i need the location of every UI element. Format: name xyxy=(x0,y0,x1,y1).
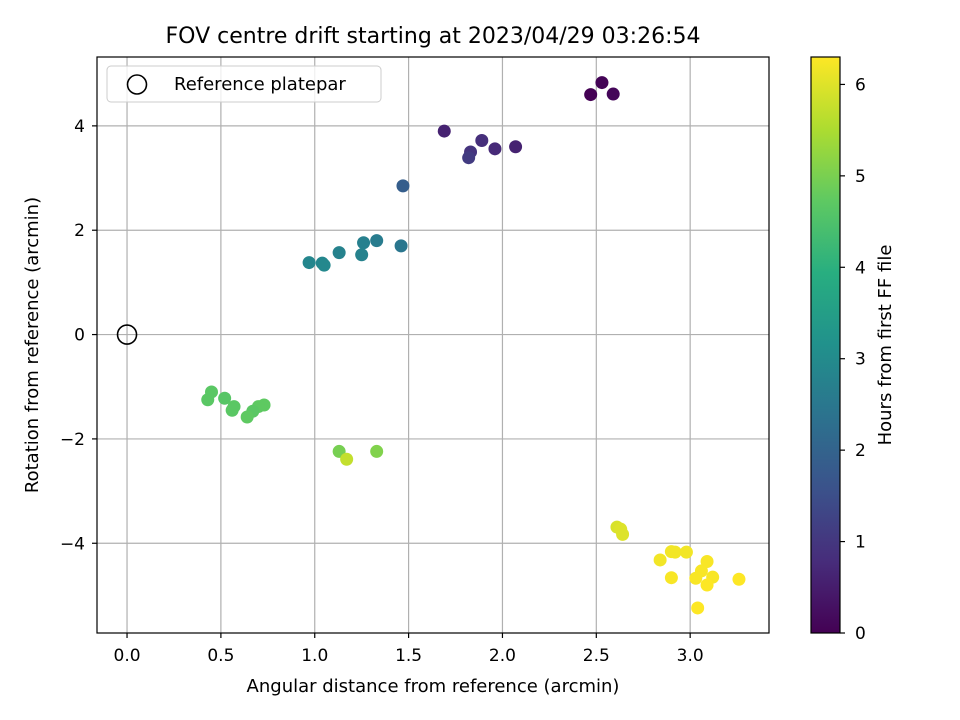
y-tick-label: 2 xyxy=(74,221,85,241)
data-point xyxy=(616,527,630,541)
data-point xyxy=(201,393,215,407)
legend-box xyxy=(106,65,382,103)
colorbar-tick-label: 2 xyxy=(855,441,866,461)
data-point xyxy=(225,403,239,417)
y-tick-label: −4 xyxy=(60,534,85,554)
data-point xyxy=(679,545,693,559)
data-point xyxy=(668,545,682,559)
data-point xyxy=(700,555,714,569)
data-point xyxy=(488,142,502,156)
colorbar-tick-label: 3 xyxy=(855,350,866,370)
data-point xyxy=(394,239,408,253)
colorbar-frame xyxy=(810,56,841,634)
plot-frame xyxy=(96,56,770,634)
data-point xyxy=(584,88,598,102)
data-point xyxy=(340,452,354,466)
x-axis-label: Angular distance from reference (arcmin) xyxy=(247,676,620,697)
colorbar-gradient xyxy=(811,57,840,633)
data-point xyxy=(700,578,714,592)
x-tick-label: 3.0 xyxy=(677,646,704,666)
data-point xyxy=(664,571,678,585)
data-point xyxy=(509,140,523,154)
colorbar-tick-label: 1 xyxy=(855,533,866,553)
x-tick-label: 2.5 xyxy=(583,646,610,666)
colorbar-tick-label: 5 xyxy=(855,167,866,187)
plot-area xyxy=(96,56,770,634)
data-point xyxy=(606,87,620,101)
data-point xyxy=(462,151,476,165)
data-point xyxy=(689,571,703,585)
data-point xyxy=(653,553,667,567)
x-axis: 0.0 0.5 1.0 1.5 2.0 2.5 3.0 xyxy=(114,633,704,666)
data-point xyxy=(732,572,746,586)
data-point xyxy=(475,133,489,147)
data-point xyxy=(302,256,316,270)
y-tick-label: 0 xyxy=(74,326,85,346)
legend-marker-icon xyxy=(126,74,148,95)
data-point xyxy=(396,179,410,193)
data-point xyxy=(240,410,254,424)
y-tick-label: −2 xyxy=(60,430,85,450)
plot-background xyxy=(97,57,769,633)
data-point xyxy=(332,246,346,260)
legend-entry-reference-platepar: Reference platepar xyxy=(174,74,346,95)
colorbar: 0 1 2 3 4 5 6 Hours from first FF file xyxy=(810,56,896,644)
data-point xyxy=(691,601,705,615)
y-axis-label: Rotation from reference (arcmin) xyxy=(22,197,43,493)
data-point xyxy=(437,124,451,138)
x-tick-label: 1.5 xyxy=(395,646,422,666)
chart-title: FOV centre drift starting at 2023/04/29 … xyxy=(166,24,701,49)
y-axis: −4 −2 0 2 4 xyxy=(60,117,97,554)
legend: Reference platepar xyxy=(106,65,382,103)
data-point xyxy=(370,444,384,458)
reference-platepar-marker xyxy=(116,324,138,345)
x-tick-label: 0.0 xyxy=(114,646,141,666)
y-tick-label: 4 xyxy=(74,117,85,137)
colorbar-tick-label: 4 xyxy=(855,258,866,278)
data-points xyxy=(201,76,746,615)
data-point xyxy=(317,258,331,272)
x-tick-label: 1.0 xyxy=(301,646,328,666)
data-point xyxy=(218,391,232,405)
x-tick-label: 0.5 xyxy=(207,646,234,666)
colorbar-tick-label: 0 xyxy=(855,624,866,644)
x-tick-label: 2.0 xyxy=(489,646,516,666)
data-point xyxy=(595,76,609,90)
data-point xyxy=(357,236,371,250)
colorbar-ticks: 0 1 2 3 4 5 6 xyxy=(840,75,866,644)
data-point xyxy=(355,248,369,262)
data-point xyxy=(370,234,384,248)
colorbar-label: Hours from first FF file xyxy=(875,245,896,446)
grid xyxy=(97,57,769,633)
colorbar-tick-label: 6 xyxy=(855,75,866,95)
